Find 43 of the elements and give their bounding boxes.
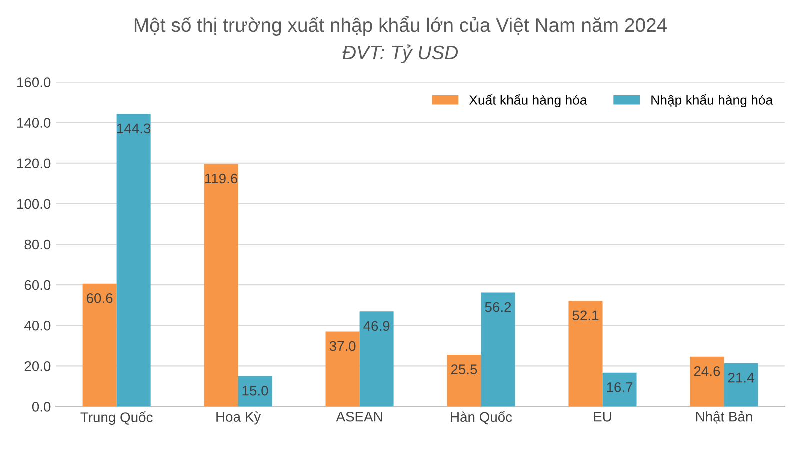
bar <box>602 372 637 407</box>
x-tick-label: ASEAN <box>336 412 382 422</box>
bar <box>82 284 117 407</box>
data-label: 144.3 <box>118 124 151 134</box>
data-label: 15.0 <box>242 386 268 396</box>
bar <box>360 312 394 407</box>
data-label: 46.9 <box>364 321 390 332</box>
data-label: 56.2 <box>485 302 512 312</box>
bar <box>481 292 516 407</box>
bar <box>724 363 758 407</box>
data-label: 21.4 <box>728 372 754 383</box>
bar <box>116 114 151 407</box>
y-tick-label: 60.0 <box>24 280 51 290</box>
data-label: 119.6 <box>205 174 238 184</box>
x-tick-label: Hàn Quốc <box>451 411 512 425</box>
y-tick-label: 20.0 <box>24 362 51 372</box>
x-tick-label: Hoa Kỳ <box>216 412 262 425</box>
bar <box>568 301 603 407</box>
data-label: 25.5 <box>451 364 478 374</box>
chart-subtitle: ĐVT: Tỷ USD <box>342 44 458 64</box>
legend-label: Xuất khẩu hàng hóa <box>469 94 588 108</box>
y-tick-label: 100.0 <box>18 199 51 210</box>
bar <box>690 356 724 407</box>
x-tick-label: Nhật Bản <box>696 411 752 424</box>
y-tick-label: 80.0 <box>24 240 51 250</box>
bar <box>238 376 272 407</box>
data-label: 37.0 <box>330 341 356 352</box>
chart-title: Một số thị trường xuất nhập khẩu lớn của Việt Nam năm 2024 <box>134 16 668 36</box>
data-label: 16.7 <box>607 382 633 392</box>
y-tick-label: 160.0 <box>18 78 51 88</box>
x-tick-label: EU <box>594 412 612 422</box>
data-label: 24.6 <box>694 366 720 376</box>
bar <box>204 164 238 407</box>
data-label: 60.6 <box>86 293 113 304</box>
x-tick-label: Trung Quốc <box>80 412 153 426</box>
bar <box>326 332 360 407</box>
legend-label: Nhập khẩu hàng hóa <box>652 94 774 108</box>
data-label: 52.1 <box>572 310 599 321</box>
bar <box>447 355 482 407</box>
y-tick-label: 40.0 <box>24 320 51 331</box>
y-tick-label: 120.0 <box>18 158 51 169</box>
y-tick-label: 0.0 <box>32 402 51 412</box>
y-tick-label: 140.0 <box>18 118 51 128</box>
